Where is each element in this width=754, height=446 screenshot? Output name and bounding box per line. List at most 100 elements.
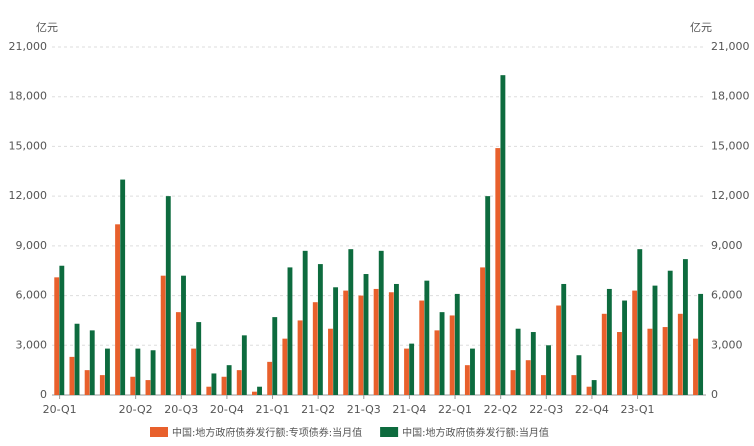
y2-tick-label: 3,000	[711, 338, 743, 351]
bar	[632, 290, 638, 395]
bar	[388, 292, 394, 395]
y2-tick-label: 6,000	[711, 289, 743, 302]
y-tick-label: 0	[40, 388, 47, 401]
bar	[74, 323, 80, 395]
bar	[363, 274, 369, 395]
bar	[282, 338, 288, 395]
bar	[698, 293, 704, 395]
bar	[424, 280, 430, 395]
bar	[226, 365, 232, 395]
bar	[454, 293, 460, 395]
y-tick-label: 9,000	[16, 239, 48, 252]
x-tick-label: 21-Q2	[301, 403, 335, 416]
bar	[515, 328, 521, 395]
bar	[393, 283, 399, 395]
bar	[571, 375, 577, 395]
bar	[272, 317, 278, 395]
y2-axis-label: 亿元	[690, 21, 712, 34]
bar	[348, 249, 354, 395]
bar	[470, 348, 475, 395]
legend-label: 中国:地方政府债券发行额:当月值	[402, 426, 549, 439]
bar	[622, 300, 628, 395]
bar	[297, 320, 303, 395]
bar	[373, 288, 379, 395]
y-tick-label: 3,000	[16, 338, 48, 351]
bar	[485, 196, 491, 395]
bar	[561, 283, 567, 395]
y-tick-label: 18,000	[9, 90, 48, 103]
bar	[105, 348, 110, 395]
y2-tick-label: 21,000	[711, 40, 750, 53]
bar	[546, 345, 551, 395]
bar	[165, 196, 171, 395]
bar	[662, 327, 668, 395]
legend-label: 中国:地方政府债券发行额:专项债券:当月值	[172, 426, 362, 439]
y2-tick-label: 18,000	[711, 90, 750, 103]
bar	[115, 224, 120, 395]
x-tick-label: 22-Q2	[484, 403, 518, 416]
legend-swatch	[150, 427, 168, 437]
bar	[287, 267, 293, 395]
bar	[652, 285, 658, 395]
bar	[69, 356, 75, 395]
bar	[302, 250, 308, 395]
bar	[530, 332, 536, 395]
bar	[404, 348, 409, 395]
x-tick-label: 22-Q4	[575, 403, 609, 416]
bar	[120, 179, 126, 395]
legend-swatch	[380, 427, 399, 437]
bar	[99, 375, 105, 395]
x-tick-label: 21-Q3	[347, 403, 381, 416]
bar	[175, 312, 181, 395]
bar	[191, 348, 197, 395]
bar	[145, 380, 151, 395]
bar	[211, 373, 217, 395]
bar	[130, 376, 136, 395]
bar	[236, 370, 242, 395]
y2-tick-label: 12,000	[711, 189, 750, 202]
bar	[556, 305, 562, 395]
bar	[328, 328, 333, 395]
bar	[449, 315, 455, 395]
x-tick-label: 20-Q3	[164, 403, 198, 416]
bar	[510, 370, 516, 395]
bar	[343, 290, 349, 395]
bar	[257, 386, 262, 395]
bar	[434, 330, 440, 395]
bar	[591, 380, 597, 395]
bar	[59, 265, 65, 395]
bar	[495, 148, 501, 395]
y-axis-label: 亿元	[36, 21, 58, 34]
x-tick-label: 20-Q1	[43, 403, 77, 416]
bar	[682, 259, 688, 395]
x-tick-label: 21-Q4	[392, 403, 426, 416]
bar	[586, 386, 592, 395]
y-tick-label: 15,000	[9, 139, 48, 152]
bar	[267, 361, 273, 395]
bar	[358, 295, 364, 395]
bar	[378, 250, 384, 395]
bar	[464, 365, 470, 395]
bar	[540, 375, 546, 395]
y-tick-label: 12,000	[9, 189, 48, 202]
bar	[677, 313, 683, 395]
bar	[637, 249, 643, 395]
x-tick-label: 20-Q2	[119, 403, 153, 416]
bar	[312, 302, 318, 395]
bar	[693, 338, 698, 395]
bar	[160, 275, 166, 395]
y2-tick-label: 15,000	[711, 139, 750, 152]
y2-tick-label: 9,000	[711, 239, 743, 252]
bar	[647, 328, 653, 395]
y-tick-label: 6,000	[16, 289, 48, 302]
bar	[89, 330, 95, 395]
bar	[500, 75, 506, 396]
x-tick-label: 21-Q1	[256, 403, 290, 416]
bar	[333, 287, 339, 395]
bar	[601, 313, 607, 395]
bar	[54, 277, 60, 395]
y2-tick-label: 0	[711, 388, 718, 401]
x-tick-label: 22-Q1	[438, 403, 472, 416]
bar	[525, 360, 531, 395]
bar	[196, 322, 202, 395]
